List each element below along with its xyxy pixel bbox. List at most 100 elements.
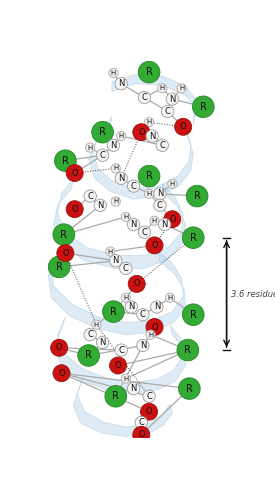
- Text: O: O: [151, 322, 158, 332]
- Text: H: H: [113, 198, 118, 205]
- Text: O: O: [180, 123, 186, 131]
- Text: H: H: [170, 181, 175, 187]
- Circle shape: [115, 78, 127, 90]
- Text: C: C: [87, 191, 93, 201]
- Circle shape: [111, 197, 120, 206]
- Circle shape: [117, 131, 126, 141]
- Text: O: O: [115, 361, 121, 370]
- Polygon shape: [89, 117, 193, 199]
- Text: C: C: [100, 151, 106, 160]
- Circle shape: [109, 68, 118, 78]
- Circle shape: [109, 255, 122, 267]
- Polygon shape: [73, 378, 172, 436]
- Circle shape: [141, 403, 158, 420]
- Text: H: H: [108, 248, 113, 254]
- Text: C: C: [87, 330, 93, 339]
- Circle shape: [146, 237, 163, 254]
- Circle shape: [156, 139, 169, 152]
- Circle shape: [158, 218, 171, 231]
- Text: C: C: [142, 228, 147, 237]
- Text: R: R: [56, 262, 63, 272]
- Text: R: R: [146, 67, 153, 77]
- Circle shape: [151, 301, 163, 313]
- Text: O: O: [72, 168, 78, 178]
- Text: H: H: [94, 322, 99, 328]
- Circle shape: [127, 382, 140, 395]
- Circle shape: [192, 96, 214, 118]
- Text: C: C: [146, 392, 152, 401]
- Circle shape: [92, 320, 101, 329]
- Circle shape: [106, 247, 115, 256]
- Text: R: R: [62, 155, 69, 166]
- Text: H: H: [123, 214, 128, 220]
- Text: H: H: [123, 375, 128, 382]
- Circle shape: [115, 344, 127, 356]
- Circle shape: [182, 227, 204, 248]
- Text: H: H: [152, 218, 157, 224]
- Circle shape: [186, 185, 208, 207]
- Text: C: C: [142, 93, 147, 102]
- Polygon shape: [48, 246, 186, 335]
- Text: H: H: [167, 295, 173, 301]
- Text: C: C: [123, 264, 129, 273]
- Text: C: C: [118, 345, 124, 355]
- Text: R: R: [200, 102, 207, 112]
- Text: R: R: [190, 233, 197, 243]
- Text: C: C: [157, 201, 163, 210]
- Circle shape: [150, 216, 159, 225]
- Text: R: R: [194, 191, 200, 201]
- Circle shape: [78, 345, 100, 366]
- Circle shape: [96, 336, 109, 348]
- Circle shape: [178, 378, 200, 400]
- Circle shape: [154, 187, 166, 200]
- Circle shape: [109, 357, 126, 374]
- Circle shape: [127, 180, 140, 192]
- Text: O: O: [138, 430, 145, 439]
- Circle shape: [137, 339, 149, 352]
- Text: N: N: [99, 338, 106, 347]
- Text: N: N: [118, 79, 124, 88]
- Text: N: N: [112, 256, 119, 265]
- Circle shape: [94, 199, 106, 212]
- Circle shape: [125, 301, 138, 313]
- Text: O: O: [72, 205, 78, 214]
- Circle shape: [168, 179, 177, 188]
- Text: R: R: [85, 350, 92, 361]
- Circle shape: [57, 245, 74, 262]
- Circle shape: [66, 164, 83, 182]
- Circle shape: [128, 276, 145, 292]
- Text: H: H: [160, 85, 165, 92]
- Text: R: R: [186, 384, 193, 394]
- Text: R: R: [110, 307, 117, 316]
- Circle shape: [143, 390, 155, 402]
- Circle shape: [84, 329, 96, 341]
- Circle shape: [146, 130, 158, 142]
- Circle shape: [137, 308, 149, 321]
- Circle shape: [177, 84, 186, 93]
- Text: H: H: [119, 133, 124, 139]
- Text: O: O: [56, 343, 62, 352]
- Circle shape: [103, 301, 124, 322]
- Circle shape: [158, 84, 167, 93]
- Circle shape: [154, 199, 166, 212]
- Circle shape: [138, 92, 151, 104]
- Circle shape: [121, 374, 130, 383]
- Text: H: H: [123, 295, 128, 301]
- Text: H: H: [113, 165, 118, 171]
- Text: O: O: [58, 369, 65, 378]
- Circle shape: [164, 211, 181, 228]
- Text: R: R: [99, 127, 106, 137]
- Circle shape: [115, 172, 127, 184]
- Text: H: H: [147, 119, 152, 125]
- Text: R: R: [60, 230, 67, 240]
- Circle shape: [182, 304, 204, 326]
- Text: C: C: [138, 418, 144, 427]
- Text: N: N: [118, 174, 124, 183]
- Circle shape: [146, 330, 155, 339]
- Circle shape: [105, 386, 127, 407]
- Text: N: N: [130, 384, 137, 393]
- Circle shape: [177, 339, 199, 361]
- Text: N: N: [128, 303, 134, 311]
- Text: N: N: [154, 303, 160, 311]
- Circle shape: [146, 318, 163, 336]
